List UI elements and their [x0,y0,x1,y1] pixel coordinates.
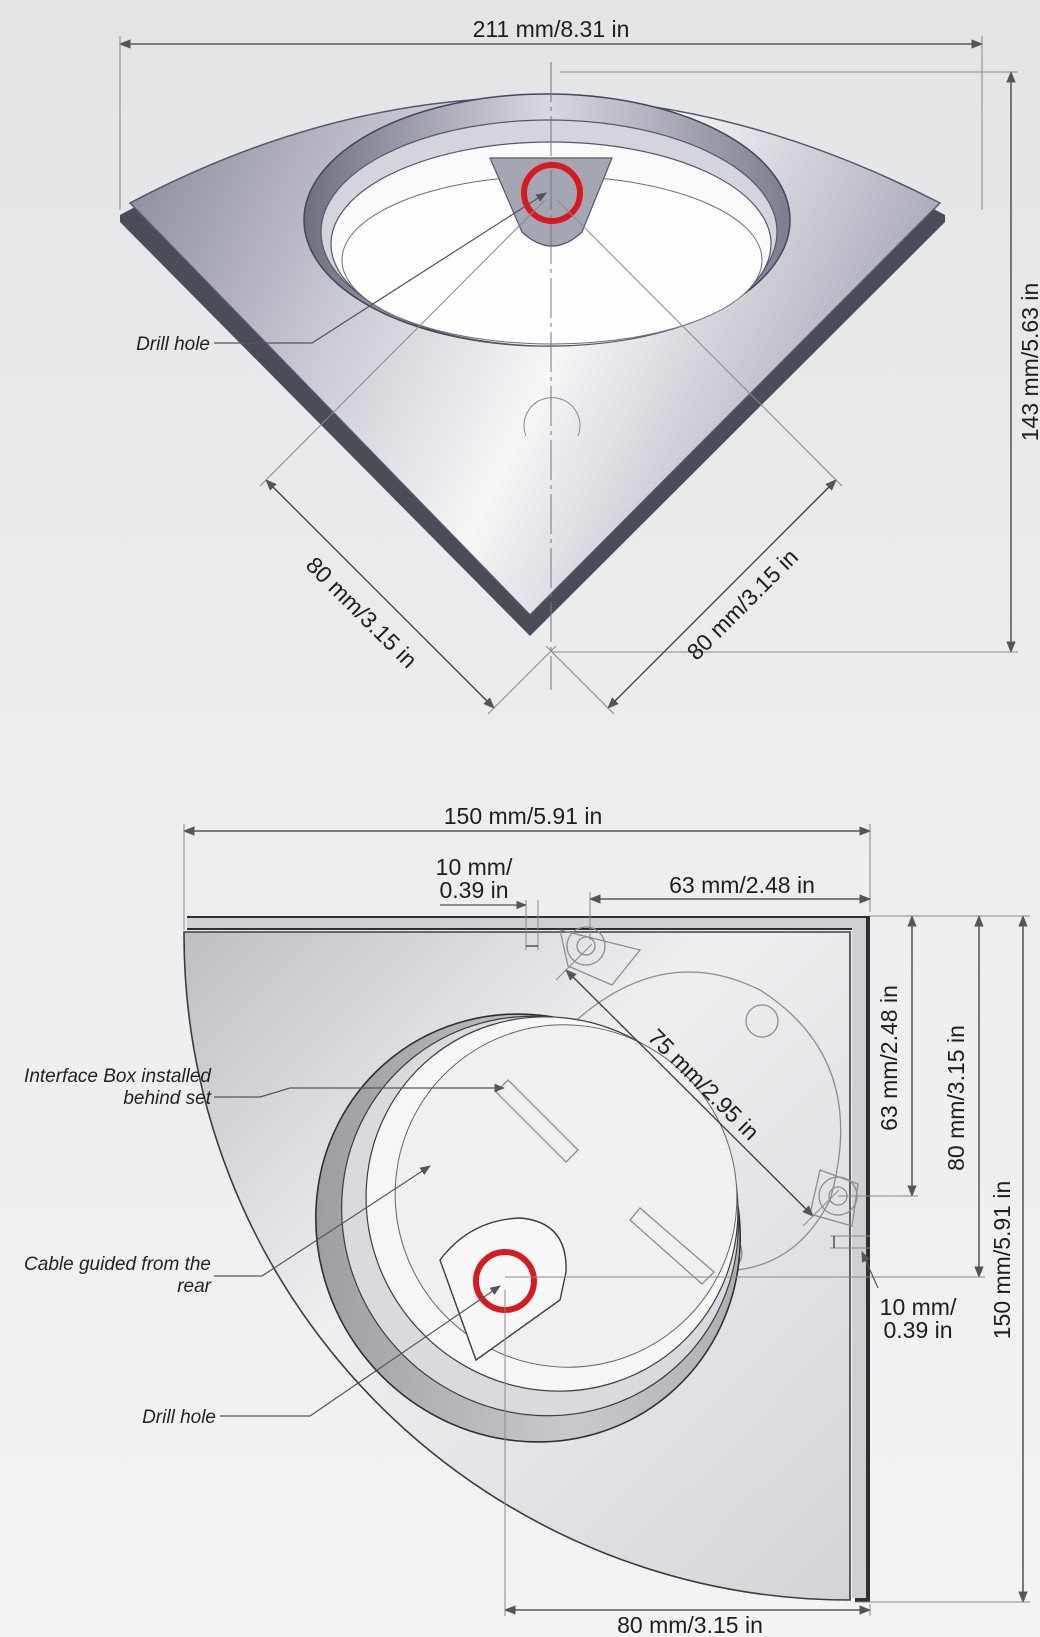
bottom-offset-side-label-2: 0.39 in [883,1317,952,1343]
bottom-offset-top-label-1: 10 mm/ [436,854,513,880]
top-right-ext-b [545,645,615,715]
cable-callout-2: rear [177,1276,211,1297]
top-left-edge-dim-line [265,479,495,709]
interface-box-callout-2: behind set [123,1088,211,1109]
top-height-label: 143 mm/5.63 in [1017,283,1040,442]
bottom-diagonal-ext-a [555,943,593,981]
top-width-label: 211 mm/8.31 in [473,16,630,42]
top-drill-leader [214,192,547,344]
top-right-edge-dim-line [607,479,837,709]
bottom-view: 150 mm/5.91 in 10 mm/ 0.39 in 63 mm/2.48… [24,803,1030,1637]
cable-leader [214,1165,431,1277]
bottom-drill-tab [439,1217,567,1362]
bottom-drill-callout: Drill hole [142,1407,216,1428]
bottom-hole-v-label: 63 mm/2.48 in [876,985,902,1131]
bottom-width-label: 150 mm/5.91 in [444,803,603,829]
top-right-ext-a [556,199,843,487]
top-centre-mark [523,397,581,437]
bottom-offset-top-label-2: 0.39 in [439,877,508,903]
bottom-80-h-label: 80 mm/3.15 in [617,1612,763,1637]
top-left-ext-b [487,645,557,715]
cable-callout-1: Cable guided from the [24,1254,211,1275]
top-right-edge-label: 80 mm/3.15 in [682,544,803,665]
bottom-hole-h-label: 63 mm/2.48 in [669,872,815,898]
bottom-80-v-label: 80 mm/3.15 in [943,1025,969,1171]
top-drill-hole-marker [521,162,583,224]
bottom-offset-side-label-1: 10 mm/ [880,1294,957,1320]
interface-box-leader [214,1083,506,1098]
bottom-height-label: 150 mm/5.91 in [989,1181,1015,1340]
bottom-diagonal-ext-b [802,1189,840,1227]
top-view: 211 mm/8.31 in 143 mm/5.63 in 80 mm/3.15… [118,16,1040,715]
bottom-drill-leader [220,1285,501,1417]
top-left-edge-label: 80 mm/3.15 in [301,552,422,673]
top-drill-callout: Drill hole [136,334,210,355]
interface-box-callout-1: Interface Box installed [24,1066,212,1087]
bottom-diagonal-dim-line [565,969,814,1217]
top-left-ext-a [259,199,546,487]
bottom-offset-side-leader [861,1251,879,1289]
